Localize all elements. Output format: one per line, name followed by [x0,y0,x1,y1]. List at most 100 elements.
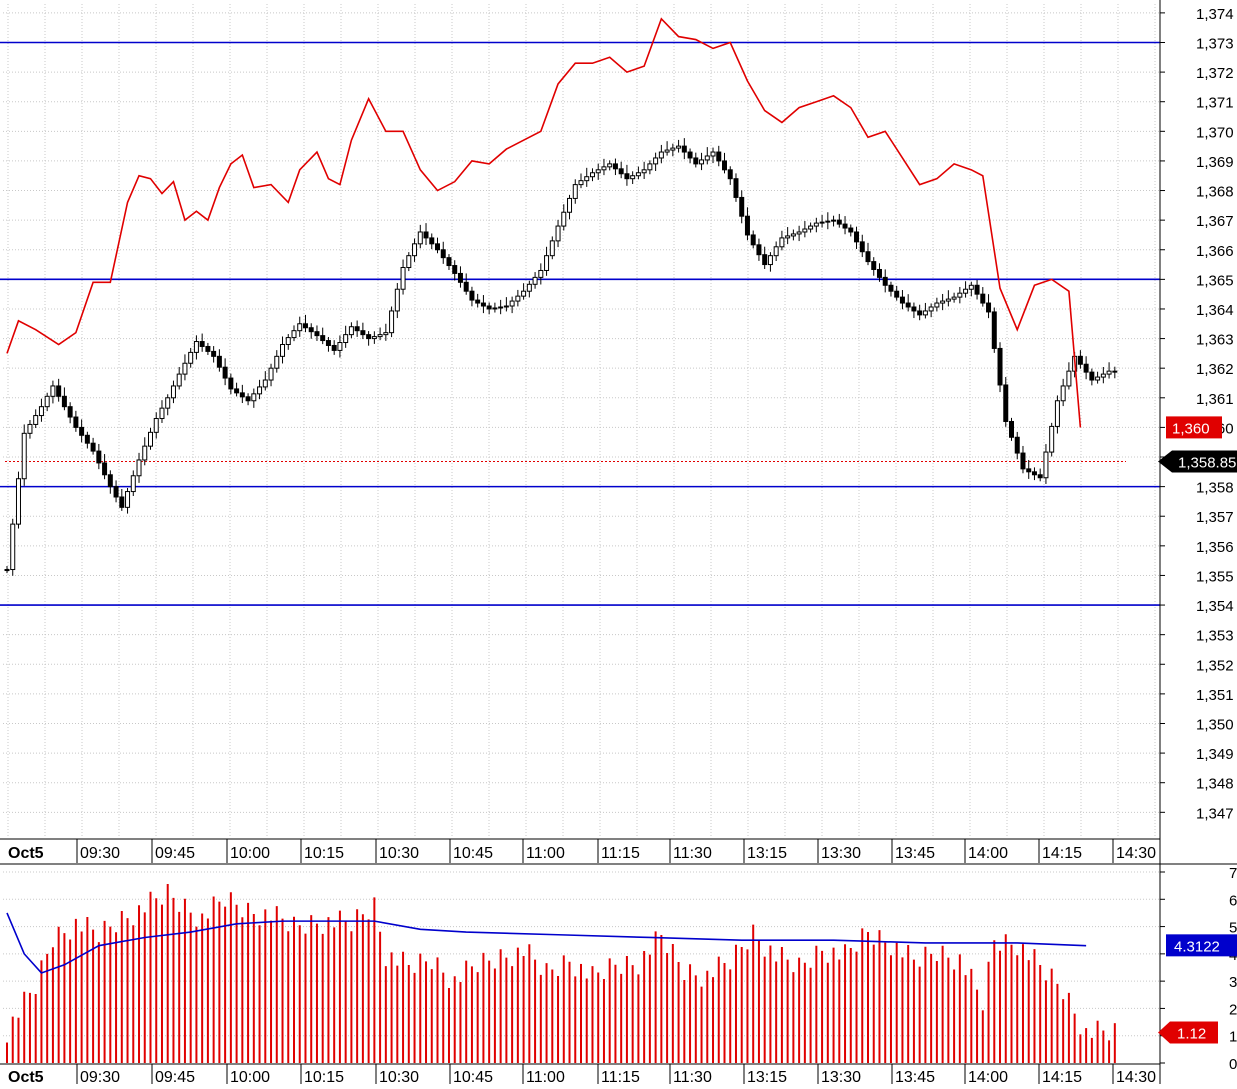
volume-tick-label: 7 [1229,865,1237,882]
candle-body [1020,452,1026,470]
candle-body [383,332,389,336]
volume-x-tick-label: 09:30 [80,1069,120,1084]
candle-body [1077,355,1083,365]
candle-body [33,415,39,425]
candle-body [452,265,458,274]
candle-body [589,172,595,178]
candle-body [538,269,544,278]
price-x-tick-label: 11:00 [526,845,565,862]
candle-body [182,362,188,375]
candle-body [320,335,326,342]
volume-panel: 765432104.31221.12Oct509:3009:4510:0010:… [0,864,1237,1086]
current-price-label-box [1158,450,1237,473]
candle-body [624,173,630,180]
candle-body [440,249,446,259]
price-x-tick-label: 10:00 [230,845,270,862]
price-tick-label: 1,372 [1196,65,1234,82]
candle-body [796,231,802,235]
candle-body [911,306,917,312]
price-tick-label: 1,351 [1196,687,1234,704]
candle-body [486,305,492,310]
candle-body [612,163,618,170]
candle-body [257,386,263,395]
candle-body [515,295,521,302]
candle-body [618,168,624,175]
candle-body [21,432,27,480]
candle-body [27,423,33,434]
candle-body [371,336,377,340]
candle-body [1083,363,1089,373]
candle-body [325,340,331,346]
red-series-label: 1,360 [1172,420,1210,437]
candle-body [607,163,613,168]
price-tick-label: 1,371 [1196,95,1234,112]
candle-body [457,272,463,283]
price-x-tick-label: 14:30 [1116,845,1156,862]
candle-body [113,486,119,498]
candle-body [377,334,383,338]
candle-body [888,284,894,292]
candle-body [934,302,940,308]
volume-x-tick-label: 13:30 [821,1069,861,1084]
candle-body [693,157,699,165]
red-series-label-box [1166,416,1222,439]
candle-body [928,306,934,312]
price-x-tick-label: 13:15 [747,845,787,862]
volume-average-line [6,912,1087,974]
candle-body [44,395,50,408]
price-tick-label: 1,348 [1196,776,1234,793]
candle-body [1095,376,1101,381]
average-label: 4.3122 [1174,938,1220,955]
candle-body [400,267,406,290]
candle-body [211,350,217,357]
candle-body [492,307,498,310]
price-x-tick-label: 10:30 [379,845,419,862]
candle-body [572,184,578,199]
candle-body [343,334,349,344]
price-tick-label: 1,349 [1196,746,1234,763]
candle-body [170,385,176,399]
price-panel: 1,374 1,373 1,372 1,371 1,370 1,369 1,368 1,367… [0,0,1237,865]
candle-body [739,196,745,217]
candle-body [239,392,245,398]
candle-body [331,344,337,351]
price-tick-label: 1,353 [1196,628,1234,645]
candle-body [968,284,974,290]
candle-body [38,406,44,417]
candle-body [406,255,412,269]
candle-body [905,302,911,308]
candle-body [733,178,739,198]
candle-body [641,169,647,174]
candle-body [165,397,171,409]
candle-body [1043,451,1049,479]
candle-body [308,327,314,333]
price-tick-label: 1,357 [1196,509,1234,526]
price-tick-label: 1,370 [1196,124,1234,141]
candle-body [268,367,274,381]
candle-body [561,211,567,227]
candle-body [262,379,268,388]
candle-body [4,569,10,572]
candle-body [854,231,860,243]
price-tick-label: 1,365 [1196,272,1234,289]
candle-body [234,388,240,394]
candle-body [1031,471,1037,476]
candle-body [630,175,636,180]
candle-body [446,257,452,267]
candle-body [1089,371,1095,381]
candle-body [687,151,693,159]
candle-body [394,288,400,312]
price-tick-label: 1,373 [1196,35,1234,52]
candle-body [73,416,79,428]
price-tick-label: 1,366 [1196,243,1234,260]
candle-body [480,302,486,307]
candles [4,138,1118,576]
candle-body [354,326,360,332]
candle-body [1009,420,1014,438]
red-series-line [6,17,1082,428]
candle-body [785,235,791,239]
price-x-tick-label: 09:30 [80,845,120,862]
price-x-tick-label: 13:45 [895,845,935,862]
